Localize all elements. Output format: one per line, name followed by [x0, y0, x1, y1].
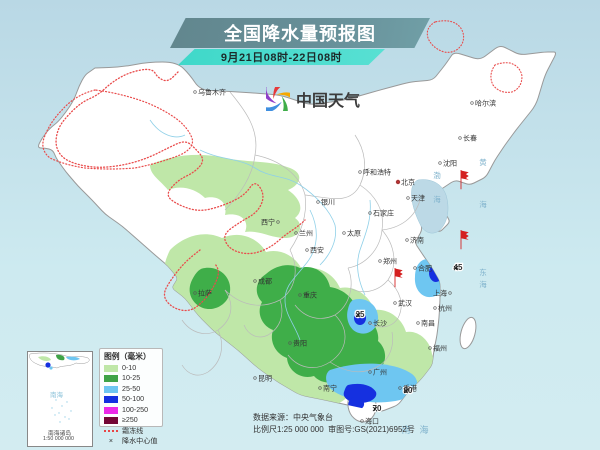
svg-text:杭州: 杭州 — [438, 304, 452, 313]
svg-text:广州: 广州 — [373, 368, 387, 377]
svg-text:长春: 长春 — [463, 134, 477, 143]
svg-text:济南: 济南 — [410, 236, 424, 245]
svg-text:✕: ✕ — [453, 264, 460, 273]
svg-text:南昌: 南昌 — [421, 319, 435, 328]
svg-text:东: 东 — [479, 267, 487, 277]
svg-text:重庆: 重庆 — [303, 291, 317, 300]
svg-text:哈尔滨: 哈尔滨 — [475, 99, 496, 108]
svg-text:黄: 黄 — [479, 157, 487, 167]
svg-text:西宁: 西宁 — [261, 218, 275, 227]
svg-text:乌鲁木齐: 乌鲁木齐 — [198, 88, 226, 97]
svg-text:兰州: 兰州 — [299, 229, 313, 238]
svg-text:✕: ✕ — [372, 405, 379, 414]
svg-text:合肥: 合肥 — [418, 264, 432, 273]
svg-text:郑州: 郑州 — [383, 258, 397, 266]
svg-text:长沙: 长沙 — [373, 319, 387, 328]
svg-text:海: 海 — [433, 194, 441, 204]
svg-text:南海: 南海 — [50, 390, 64, 399]
svg-text:海: 海 — [479, 279, 487, 289]
svg-text:武汉: 武汉 — [398, 299, 412, 308]
svg-text:银川: 银川 — [321, 198, 335, 207]
svg-text:太原: 太原 — [347, 229, 361, 238]
svg-text:贵阳: 贵阳 — [293, 339, 307, 348]
svg-text:西安: 西安 — [310, 246, 324, 255]
svg-text:北京: 北京 — [401, 178, 415, 187]
svg-text:香港: 香港 — [403, 384, 417, 393]
svg-text:渤: 渤 — [433, 170, 441, 180]
svg-text:南宁: 南宁 — [323, 384, 337, 393]
svg-text:拉萨: 拉萨 — [198, 289, 212, 298]
svg-text:海: 海 — [479, 199, 487, 209]
svg-text:福州: 福州 — [433, 344, 447, 353]
svg-text:呼和浩特: 呼和浩特 — [363, 168, 391, 177]
svg-text:成都: 成都 — [258, 277, 272, 286]
svg-text:石家庄: 石家庄 — [373, 209, 394, 218]
svg-text:沈阳: 沈阳 — [443, 159, 457, 168]
svg-text:天津: 天津 — [411, 195, 425, 203]
svg-text:✕: ✕ — [355, 311, 362, 320]
svg-text:上海: 上海 — [433, 289, 447, 298]
svg-text:昆明: 昆明 — [258, 375, 272, 383]
